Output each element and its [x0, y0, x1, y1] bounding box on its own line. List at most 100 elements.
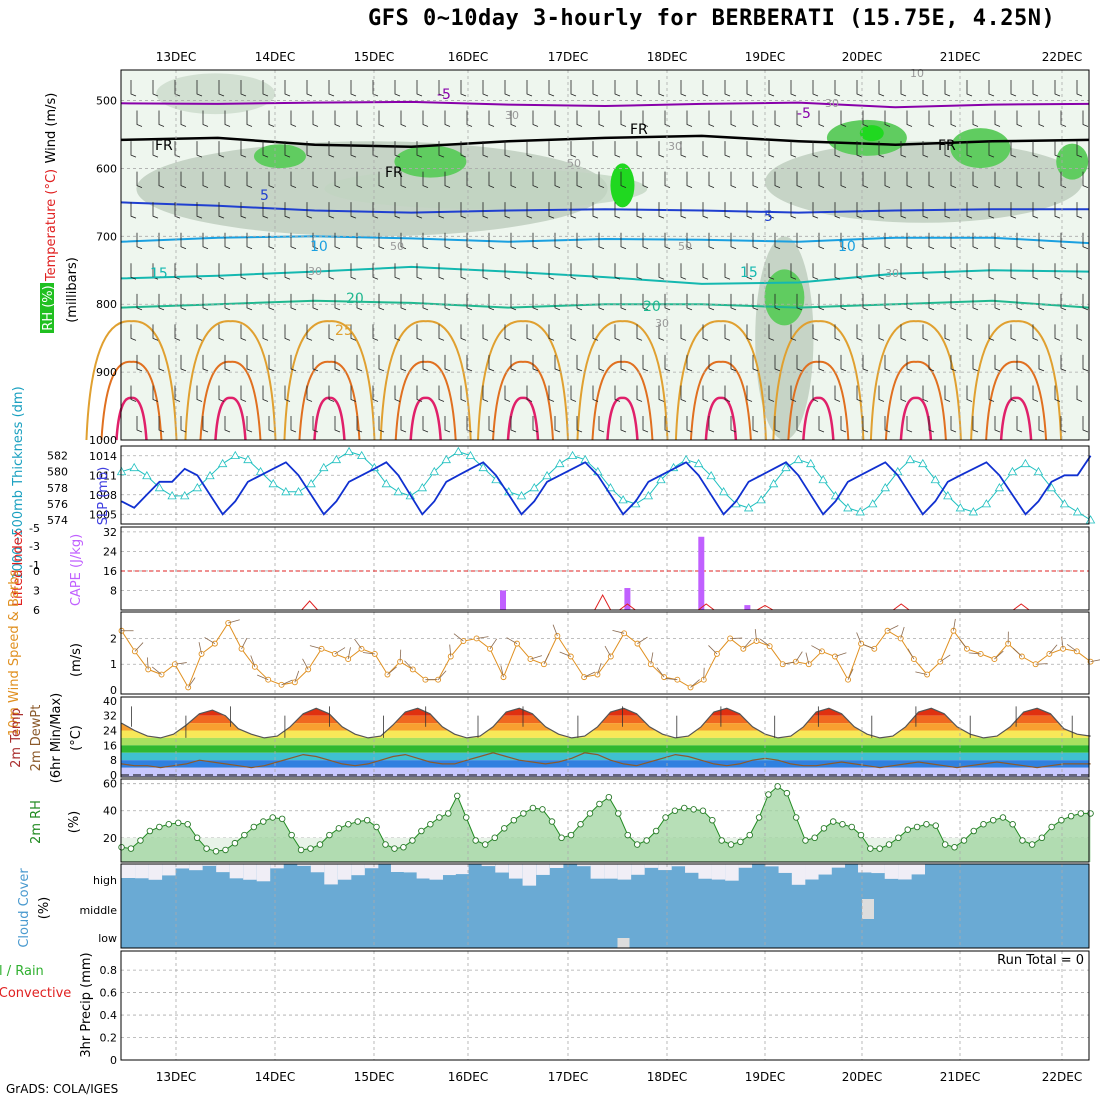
wind-barb	[900, 324, 907, 341]
slp-axis-label: SLP (mb)	[96, 467, 111, 526]
wind-barb	[1032, 79, 1039, 97]
rh-line-point	[222, 846, 229, 854]
wind-barb	[768, 324, 775, 341]
lifted-y-tick: 0	[33, 565, 40, 578]
wind-barb	[597, 663, 602, 675]
wind-barb	[416, 385, 423, 402]
wind-barb	[592, 324, 599, 341]
wind-barb	[444, 416, 451, 433]
wind-barb	[583, 671, 596, 678]
thickness-line-point	[356, 450, 367, 460]
wind-barb	[356, 110, 363, 127]
wind-barb	[1060, 416, 1067, 433]
precip-y-tick: 0.4	[100, 1009, 118, 1022]
rh-line-point	[1028, 841, 1036, 848]
wind-barb	[1060, 110, 1067, 127]
rh-line-point	[454, 792, 461, 800]
rh-line-point	[567, 831, 575, 839]
contour-label: FR	[385, 165, 403, 181]
wind-barb	[790, 324, 797, 341]
isotherm-30	[787, 360, 850, 441]
wind-barb	[944, 324, 951, 341]
thickness-line-point	[453, 446, 463, 456]
rh-line-point	[427, 821, 434, 828]
wind-barb	[598, 293, 605, 311]
isotherm-25	[674, 320, 767, 441]
wind-barb	[834, 652, 847, 657]
wind-barb	[812, 385, 819, 402]
temp-panel-frame	[120, 696, 1090, 778]
wind-barb	[686, 354, 693, 372]
thickness-line-point	[243, 454, 253, 464]
rh-line-point	[409, 837, 416, 844]
contour-label: 10	[310, 239, 328, 255]
wind-barb	[620, 354, 627, 372]
thickness-line-point	[943, 491, 953, 500]
wind-barb	[482, 79, 489, 97]
wind-barb	[768, 202, 775, 219]
wind-barb	[680, 202, 687, 219]
date-label-top: 21DEC	[940, 50, 980, 64]
rh-line-point	[1067, 812, 1075, 820]
cape-y-tick: 8	[110, 584, 117, 597]
cloud-gap	[351, 864, 365, 876]
isotherm-35	[999, 396, 1033, 441]
wind-barb	[724, 263, 731, 280]
date-label-top: 22DEC	[1042, 50, 1082, 64]
wind-barb	[972, 354, 979, 372]
wind-barb	[1082, 232, 1089, 250]
wind-barb	[702, 141, 709, 158]
wind-barb	[152, 79, 159, 97]
wind-barb	[306, 263, 313, 280]
rh-line-point	[363, 816, 371, 824]
wind-barb	[306, 79, 313, 97]
rh-line-point	[345, 821, 352, 828]
wind-barb	[504, 141, 511, 158]
wind-barb	[444, 293, 451, 311]
rh-line-point	[970, 827, 977, 835]
precip-y-tick: 0.2	[100, 1032, 118, 1045]
temp-y-tick: 8	[110, 754, 117, 767]
wind-barb	[834, 202, 841, 219]
thickness-line-point	[855, 507, 865, 516]
wind-barb	[554, 232, 561, 250]
wind-barb	[1060, 232, 1067, 250]
rh-line-point	[904, 826, 911, 833]
thickness-line-point	[465, 450, 476, 460]
wind-barb	[416, 202, 423, 219]
wind-barb	[576, 171, 583, 188]
thickness-line-point	[567, 450, 578, 460]
wind-barb	[180, 232, 187, 250]
thickness-line-point	[516, 491, 527, 500]
rh-line-point	[980, 821, 987, 828]
temp-band	[121, 715, 1089, 724]
wind-barb	[642, 416, 649, 433]
cloud-gap	[536, 864, 550, 875]
isotherm-5	[120, 201, 1089, 214]
wind-barb	[284, 202, 291, 219]
rh-line-point	[960, 837, 968, 844]
wind-barb	[328, 202, 335, 219]
rh-line-point	[326, 831, 333, 839]
wind-barb	[554, 171, 561, 188]
rh-line-point	[586, 810, 594, 817]
rh-line-point	[633, 841, 641, 848]
wind-barb	[752, 293, 759, 311]
isotherm-35	[704, 396, 738, 441]
wind-barb	[268, 293, 275, 311]
wind-barb	[690, 679, 700, 688]
wind-barb	[862, 354, 869, 372]
cloud-gap	[549, 864, 564, 868]
wind-barb	[768, 263, 775, 280]
wind-barb	[130, 141, 137, 158]
wind-barb	[878, 324, 885, 341]
cloud-gap	[442, 864, 456, 876]
rh-high-patch	[1056, 143, 1089, 180]
wind-barb	[416, 263, 423, 280]
wind-barb	[250, 655, 256, 667]
lifted-index-line	[697, 603, 715, 611]
cloud-gap	[310, 864, 325, 873]
rh-line-point	[278, 815, 286, 823]
wind-barb	[708, 645, 718, 655]
wind-barb	[614, 324, 621, 341]
